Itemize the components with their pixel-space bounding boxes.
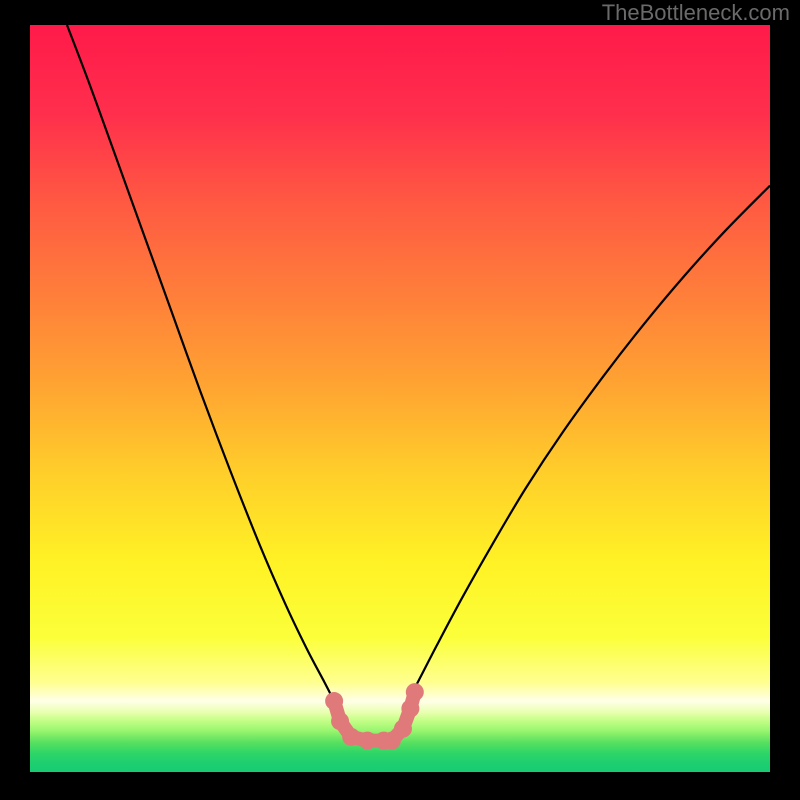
chart-container: TheBottleneck.com [0,0,800,800]
bottleneck-heat-plot [30,25,770,772]
watermark-label: TheBottleneck.com [602,0,790,26]
